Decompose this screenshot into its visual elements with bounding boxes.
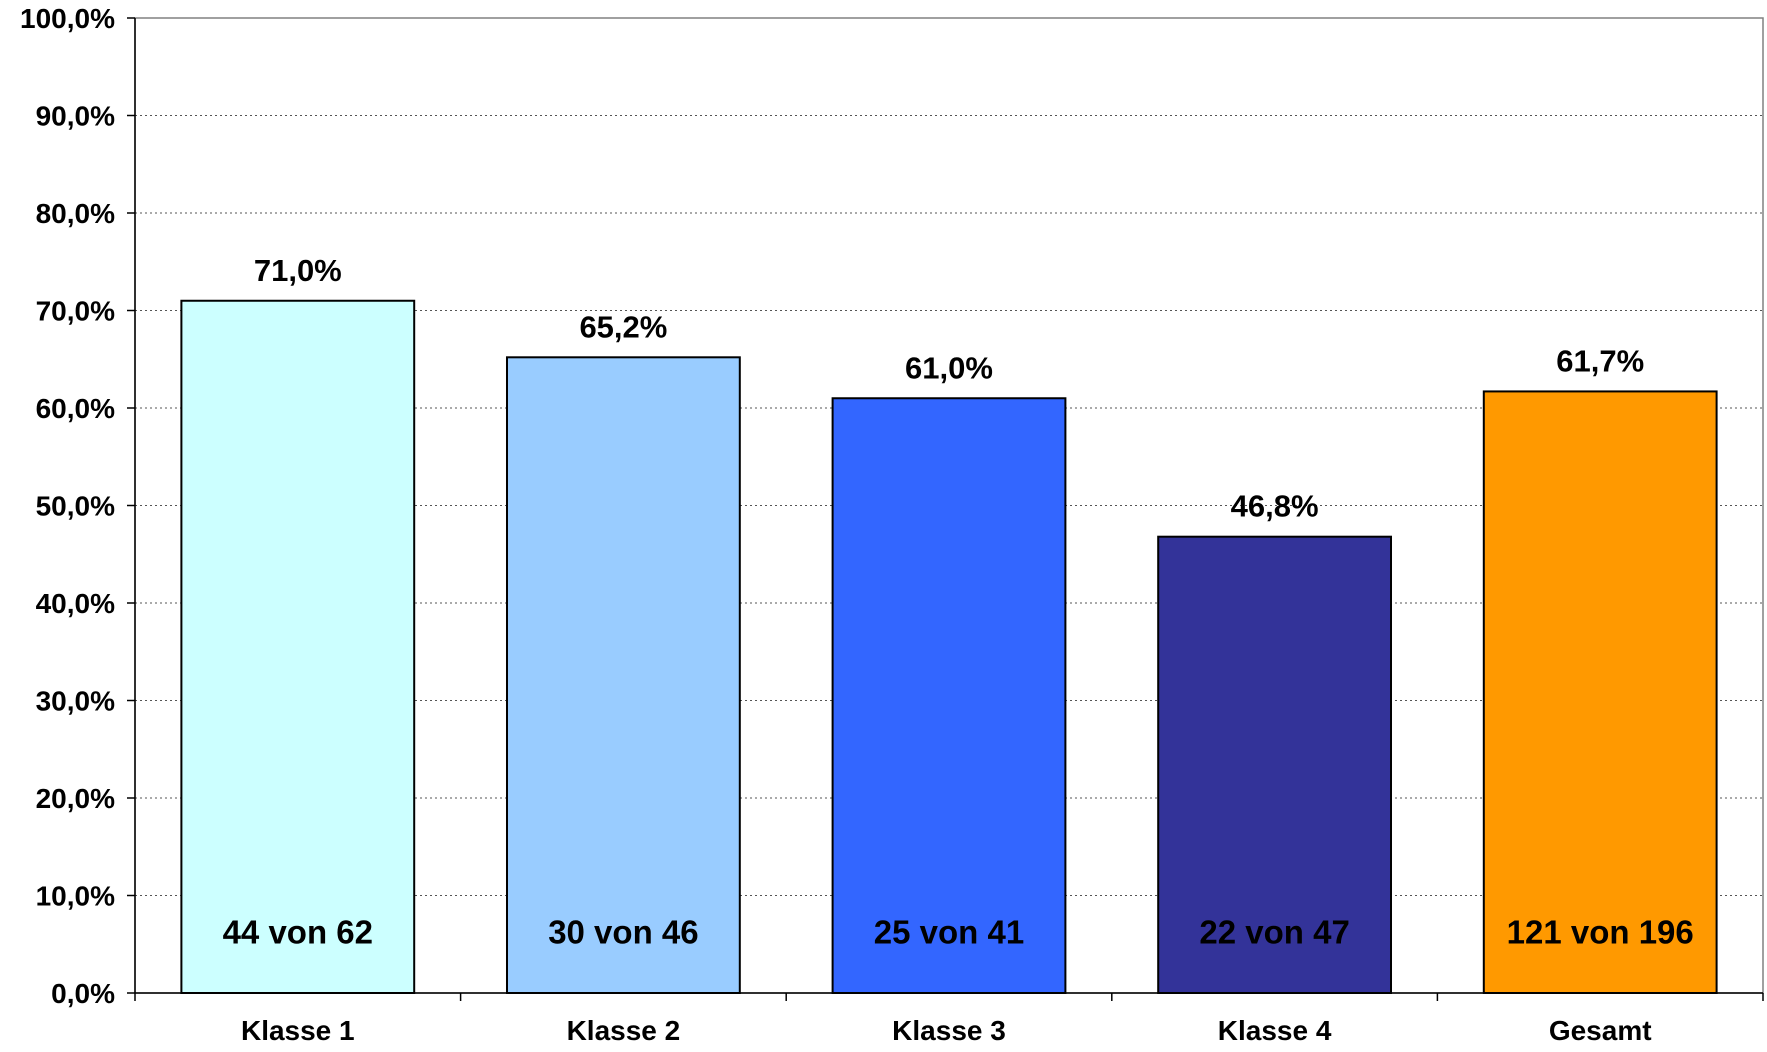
count-label: 121 von 196 [1507, 914, 1694, 951]
count-label: 22 von 47 [1199, 914, 1349, 951]
labels: 0,0% 10,0% 20,0% 30,0% 40,0% 50,0% 60,0% 70,0% 8… [20, 3, 1694, 1046]
data-label: 65,2% [579, 309, 667, 344]
count-label: 44 von 62 [223, 914, 373, 951]
bar [1157, 535, 1393, 994]
y-tick-label: 60,0% [36, 393, 115, 424]
x-tick-label: Klasse 4 [1218, 1015, 1332, 1046]
bars [180, 299, 1718, 994]
x-tick-label: Klasse 3 [892, 1015, 1006, 1046]
y-tick-label: 100,0% [20, 3, 115, 34]
bar [505, 356, 741, 994]
x-tick-label: Klasse 2 [567, 1015, 681, 1046]
y-tick-label: 80,0% [36, 198, 115, 229]
y-tick-label: 40,0% [36, 588, 115, 619]
data-label: 61,0% [905, 350, 993, 385]
data-label: 46,8% [1231, 489, 1319, 524]
x-tick-label: Klasse 1 [241, 1015, 355, 1046]
count-label: 30 von 46 [548, 914, 698, 951]
data-label: 71,0% [254, 253, 342, 288]
y-tick-label: 0,0% [51, 978, 115, 1009]
bar [1482, 390, 1718, 994]
count-label: 25 von 41 [874, 914, 1024, 951]
axes [127, 17, 1764, 1001]
y-tick-label: 30,0% [36, 686, 115, 717]
bar [831, 397, 1067, 994]
y-tick-label: 90,0% [36, 101, 115, 132]
y-tick-label: 70,0% [36, 296, 115, 327]
data-label: 61,7% [1556, 343, 1644, 378]
bar [180, 299, 416, 994]
y-tick-label: 50,0% [36, 491, 115, 522]
y-tick-label: 10,0% [36, 881, 115, 912]
x-tick-label: Gesamt [1549, 1015, 1652, 1046]
y-tick-label: 20,0% [36, 783, 115, 814]
